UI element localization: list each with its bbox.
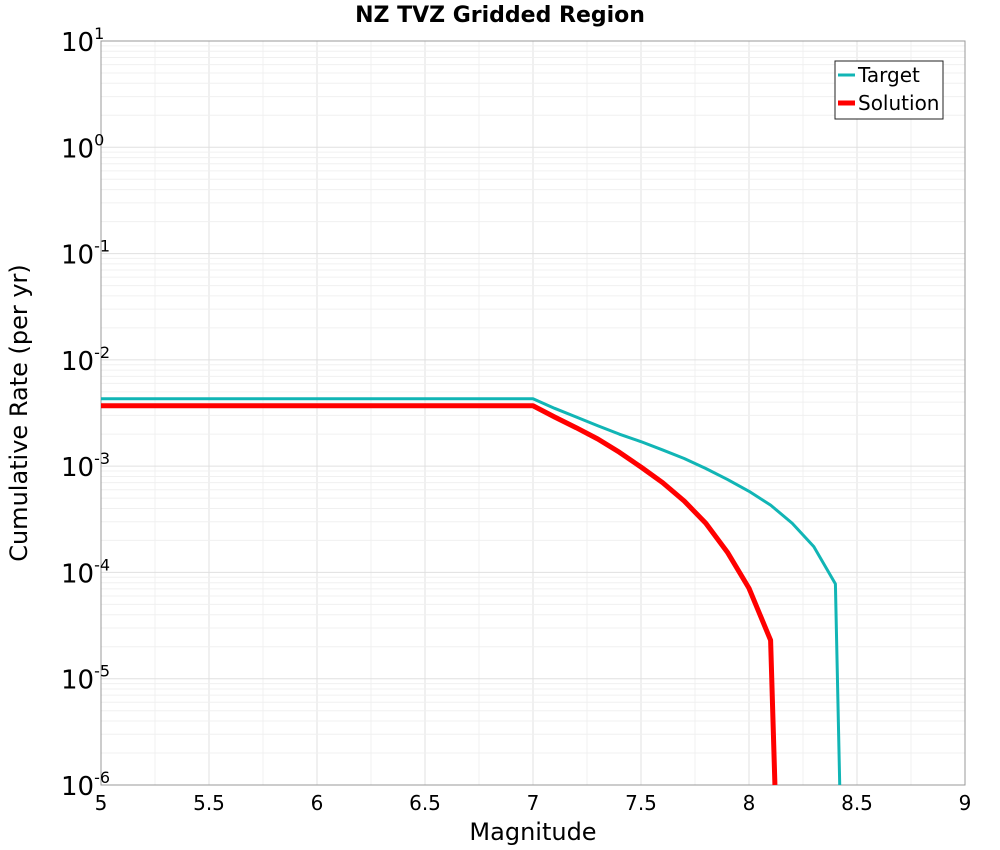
y-tick-label: 100 (61, 130, 104, 164)
y-tick-label: 10-4 (61, 555, 110, 589)
x-axis-label: Magnitude (469, 818, 596, 846)
series-line-solution (101, 403, 778, 786)
series-layer (101, 397, 842, 786)
x-tick-label: 8.5 (841, 791, 873, 815)
grid-layer (100, 40, 966, 786)
x-tick-label: 6.5 (409, 791, 441, 815)
x-tick-label: 6 (311, 791, 324, 815)
y-axis-label: Cumulative Rate (per yr) (5, 264, 33, 562)
y-tick-label: 10-3 (61, 449, 110, 483)
legend-label-target: Target (857, 63, 920, 87)
legend-box (834, 60, 944, 120)
x-tick-label: 7 (527, 791, 540, 815)
x-tick-label: 8 (743, 791, 756, 815)
plot-frame (100, 40, 966, 786)
y-tick-label: 101 (61, 24, 104, 58)
chart-title: NZ TVZ Gridded Region (355, 3, 645, 28)
legend-label-solution: Solution (858, 91, 939, 115)
x-tick-labels: 5 5.5 6 6.5 7 7.5 8 8.5 9 (95, 791, 972, 815)
y-tick-labels: 101 100 10-1 10-2 10-3 10-4 10-5 10-6 (61, 24, 110, 802)
legend: Target Solution (834, 60, 944, 120)
series-line-target (101, 397, 842, 786)
y-tick-label: 10-6 (61, 768, 110, 802)
legend-items: Target Solution (838, 63, 939, 115)
x-tick-label: 5 (95, 791, 108, 815)
y-tick-label: 10-5 (61, 662, 110, 696)
x-tick-label: 5.5 (193, 791, 225, 815)
y-tick-label: 10-2 (61, 343, 110, 377)
y-tick-label: 10-1 (61, 237, 110, 271)
x-tick-label: 9 (959, 791, 972, 815)
x-tick-label: 7.5 (625, 791, 657, 815)
